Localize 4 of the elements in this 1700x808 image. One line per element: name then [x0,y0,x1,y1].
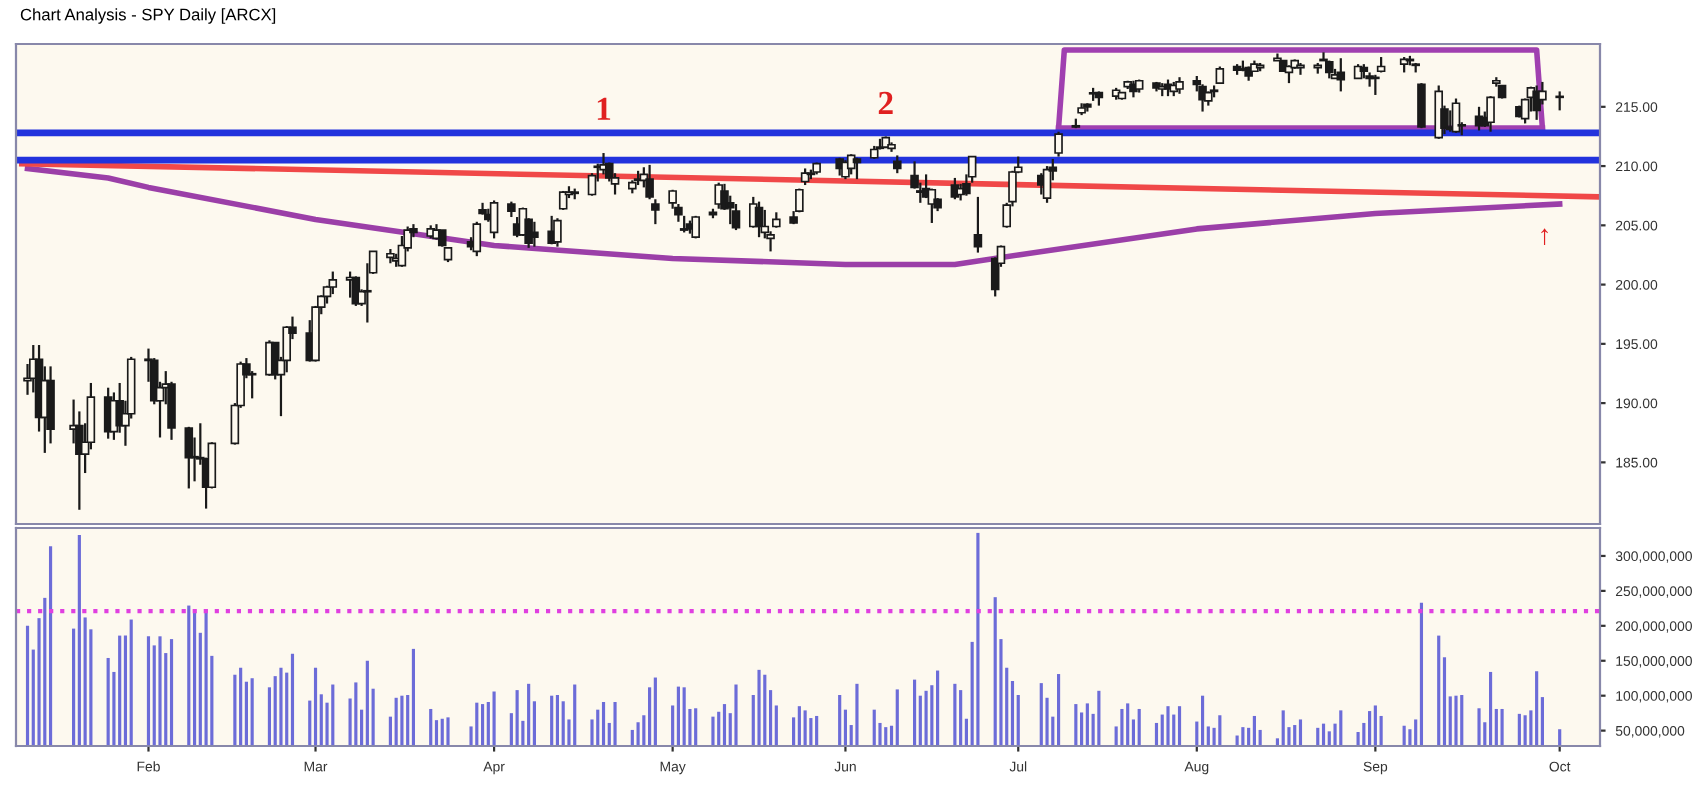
annotation: ↑ [1541,228,1548,245]
annotation: 1 [597,97,611,120]
annotation: 2 [878,91,893,114]
chart-title: Chart Analysis - SPY Daily [ARCX] [20,8,276,24]
